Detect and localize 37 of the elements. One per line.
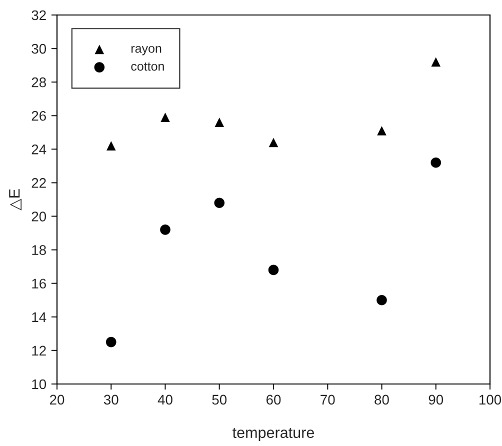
point [431, 57, 441, 67]
x-tick-label: 20 [50, 394, 64, 405]
x-tick-label: 100 [479, 394, 502, 405]
y-tick-label: 26 [32, 110, 46, 121]
x-tick-label: 90 [428, 394, 444, 405]
point [430, 157, 442, 168]
y-tick-label: 14 [32, 312, 46, 322]
point [268, 138, 278, 148]
legend-label: rayon [131, 46, 162, 56]
point [106, 141, 116, 150]
point [214, 198, 225, 208]
y-tick-label: 10 [32, 379, 46, 390]
point [160, 224, 170, 235]
y-axis-title: △E [9, 189, 22, 210]
y-tick-label: 24 [32, 144, 46, 154]
y-tick-label: 18 [32, 245, 46, 255]
point [160, 112, 170, 122]
point [268, 264, 279, 276]
x-tick-label: 40 [158, 394, 172, 405]
y-tick-label: 32 [32, 10, 46, 20]
y-tick-label: 22 [32, 178, 46, 188]
x-tick-label: 60 [266, 394, 281, 405]
y-tick-label: 20 [32, 212, 46, 222]
x-tick-label: 80 [374, 394, 389, 405]
point [377, 126, 386, 136]
y-tick-label: 12 [32, 346, 46, 356]
point [106, 336, 116, 348]
x-tick-label: 70 [320, 394, 335, 405]
point [376, 294, 387, 306]
y-tick-label: 30 [32, 44, 46, 54]
y-tick-label: 16 [32, 278, 46, 289]
x-tick-label: 30 [104, 394, 118, 405]
x-axis-title: temperature [232, 428, 314, 442]
legend-label: cotton [131, 62, 164, 71]
y-tick-label: 28 [32, 77, 46, 88]
x-tick-label: 50 [212, 394, 227, 405]
point [214, 118, 224, 128]
